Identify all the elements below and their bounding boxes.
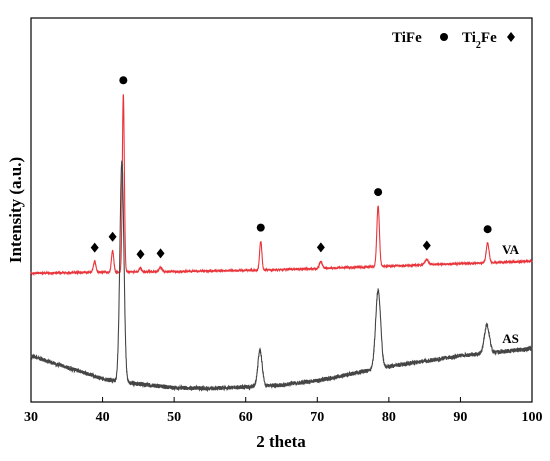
x-tick-label: 90 <box>453 410 467 425</box>
x-tick-label: 100 <box>522 410 543 425</box>
curve-labels: VA AS <box>502 242 520 346</box>
tife-peak-marker <box>256 223 265 232</box>
series-line-va <box>30 94 533 276</box>
tife-peak-marker <box>119 76 128 85</box>
x-axis-ticks: 30 40 50 60 70 80 90 100 <box>24 397 543 425</box>
curves-layer <box>30 94 533 393</box>
ti2fe-peak-marker <box>316 242 325 253</box>
peak-markers-layer <box>90 76 492 260</box>
ti2fe-peak-marker <box>422 240 431 251</box>
legend-label-tife: TiFe <box>392 30 422 46</box>
legend-circle-marker <box>440 33 448 41</box>
y-axis-title: Intensity (a.u.) <box>6 157 25 263</box>
ti2fe-peak-marker <box>136 249 145 260</box>
curve-label-va: VA <box>502 242 520 257</box>
legend: TiFe Ti2Fe <box>392 30 515 51</box>
legend-label-ti2fe: Ti2Fe <box>462 30 497 51</box>
plot-border <box>30 17 533 403</box>
x-tick-label: 40 <box>96 410 110 425</box>
ti2fe-peak-marker <box>108 231 117 242</box>
x-tick-label: 70 <box>310 410 324 425</box>
x-tick-label: 50 <box>167 410 181 425</box>
ti2fe-peak-marker <box>156 248 165 259</box>
x-tick-label: 80 <box>382 410 396 425</box>
curve-label-as: AS <box>502 331 519 346</box>
series-line-as <box>30 160 533 393</box>
legend-diamond-marker <box>507 32 515 42</box>
tife-peak-marker <box>483 225 492 234</box>
plot-frame <box>30 17 533 403</box>
tife-peak-marker <box>374 188 383 197</box>
x-tick-label: 30 <box>24 410 38 425</box>
x-tick-label: 60 <box>239 410 253 425</box>
x-axis-title: 2 theta <box>256 432 306 451</box>
ti2fe-peak-marker <box>90 242 99 253</box>
